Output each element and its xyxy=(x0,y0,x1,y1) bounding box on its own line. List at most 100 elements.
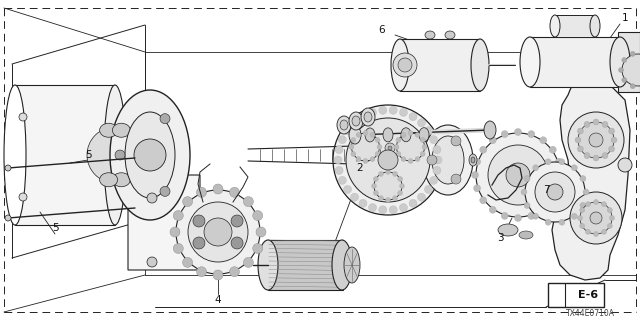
Circle shape xyxy=(589,133,603,147)
Bar xyxy=(530,37,620,87)
Circle shape xyxy=(401,132,406,137)
Circle shape xyxy=(515,214,522,221)
Bar xyxy=(555,15,595,37)
Circle shape xyxy=(160,114,170,124)
Circle shape xyxy=(572,213,577,219)
Text: E-6: E-6 xyxy=(578,290,598,300)
Circle shape xyxy=(515,129,522,135)
Circle shape xyxy=(417,119,426,127)
Ellipse shape xyxy=(425,31,435,39)
Ellipse shape xyxy=(344,247,360,283)
Bar xyxy=(268,240,343,290)
Circle shape xyxy=(580,176,586,181)
Ellipse shape xyxy=(432,136,464,184)
Circle shape xyxy=(398,58,412,72)
Circle shape xyxy=(408,131,413,135)
Circle shape xyxy=(556,158,563,165)
Ellipse shape xyxy=(352,116,360,126)
Circle shape xyxy=(334,156,342,164)
Circle shape xyxy=(385,143,395,153)
Circle shape xyxy=(397,190,403,196)
Circle shape xyxy=(451,174,461,184)
Ellipse shape xyxy=(423,125,473,195)
Ellipse shape xyxy=(498,224,518,236)
Ellipse shape xyxy=(610,37,630,87)
Circle shape xyxy=(393,53,417,77)
Circle shape xyxy=(399,183,404,188)
Circle shape xyxy=(480,146,486,153)
Circle shape xyxy=(525,162,585,222)
Circle shape xyxy=(213,184,223,194)
Circle shape xyxy=(489,206,496,213)
Circle shape xyxy=(370,156,375,162)
Circle shape xyxy=(578,122,614,158)
Circle shape xyxy=(474,158,481,165)
Text: TX44E0710A: TX44E0710A xyxy=(566,308,614,317)
Circle shape xyxy=(583,189,589,195)
Circle shape xyxy=(339,176,346,184)
Circle shape xyxy=(488,145,548,205)
Circle shape xyxy=(359,113,367,121)
Circle shape xyxy=(474,185,481,192)
Ellipse shape xyxy=(349,126,361,144)
Circle shape xyxy=(173,244,183,253)
Circle shape xyxy=(602,202,607,207)
Circle shape xyxy=(580,203,586,208)
Circle shape xyxy=(397,177,403,181)
Circle shape xyxy=(420,138,425,142)
Circle shape xyxy=(590,212,602,224)
Ellipse shape xyxy=(258,240,278,290)
Circle shape xyxy=(528,212,535,220)
Circle shape xyxy=(356,132,361,137)
Circle shape xyxy=(396,138,401,142)
Circle shape xyxy=(570,192,622,244)
Circle shape xyxy=(433,166,441,174)
Ellipse shape xyxy=(100,123,118,137)
Bar xyxy=(548,283,604,307)
Ellipse shape xyxy=(349,112,363,130)
Circle shape xyxy=(409,199,417,207)
Ellipse shape xyxy=(471,157,475,163)
Circle shape xyxy=(575,137,581,143)
Circle shape xyxy=(176,190,260,274)
Circle shape xyxy=(359,199,367,207)
Circle shape xyxy=(532,165,539,171)
Circle shape xyxy=(196,267,207,277)
Circle shape xyxy=(193,215,205,227)
Circle shape xyxy=(580,223,585,228)
Circle shape xyxy=(389,206,397,214)
Circle shape xyxy=(373,177,378,181)
Circle shape xyxy=(609,146,614,152)
Circle shape xyxy=(577,128,584,134)
Circle shape xyxy=(204,218,232,246)
Circle shape xyxy=(618,68,623,73)
Circle shape xyxy=(602,229,607,234)
Circle shape xyxy=(370,132,375,137)
Circle shape xyxy=(429,176,438,184)
Circle shape xyxy=(584,121,590,127)
Ellipse shape xyxy=(401,128,411,142)
Polygon shape xyxy=(128,175,200,270)
Circle shape xyxy=(147,257,157,267)
Circle shape xyxy=(147,193,157,203)
Circle shape xyxy=(115,150,125,160)
Circle shape xyxy=(253,211,263,220)
Circle shape xyxy=(580,202,612,234)
Circle shape xyxy=(394,145,399,149)
Circle shape xyxy=(621,58,627,62)
Circle shape xyxy=(170,227,180,237)
Circle shape xyxy=(572,165,577,171)
Circle shape xyxy=(611,137,617,143)
Circle shape xyxy=(379,106,387,114)
Circle shape xyxy=(422,145,427,149)
Circle shape xyxy=(433,146,441,154)
Ellipse shape xyxy=(590,15,600,37)
Circle shape xyxy=(622,54,640,86)
Text: 2: 2 xyxy=(356,163,364,173)
Circle shape xyxy=(577,215,582,220)
Circle shape xyxy=(363,131,368,135)
Circle shape xyxy=(556,185,563,192)
Circle shape xyxy=(586,202,591,207)
Circle shape xyxy=(593,119,599,125)
Circle shape xyxy=(230,267,239,277)
